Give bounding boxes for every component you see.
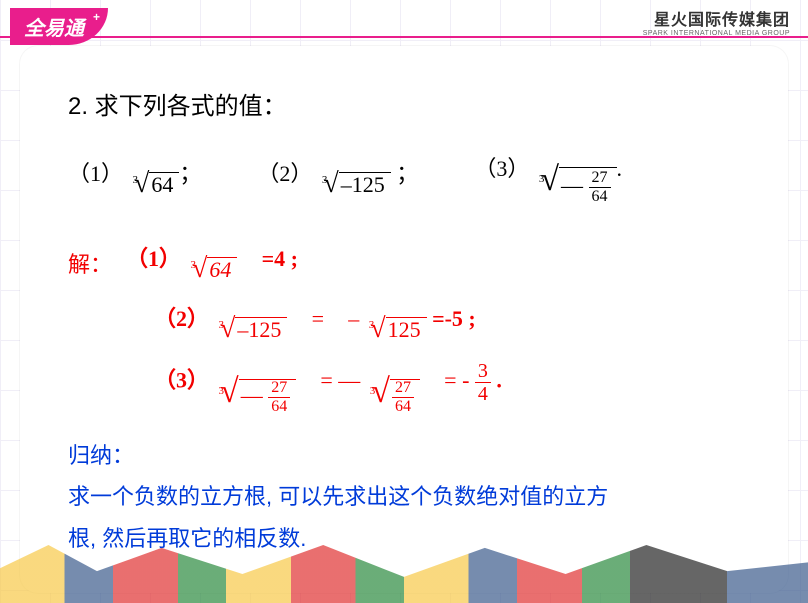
radical-sign: √ bbox=[323, 170, 338, 198]
s3-eq1: = — bbox=[320, 368, 360, 393]
problem-2: （2） 3 √ –125 ； bbox=[257, 156, 418, 200]
summary-line-1: 求一个负数的立方根, 可以先求出这个负数绝对值的立方 bbox=[68, 476, 768, 518]
solution-3-row: （3） 3 √ — 27 64 = — 3 √ 27 bbox=[154, 361, 768, 415]
s1-label: （1） bbox=[126, 246, 181, 271]
s1-radicand: 64 bbox=[207, 257, 237, 282]
corp-name-cn: 星火国际传媒集团 bbox=[643, 6, 790, 30]
p1-radicand: 64 bbox=[149, 172, 179, 197]
solution-3: （3） 3 √ — 27 64 = — 3 √ 27 bbox=[154, 361, 502, 415]
radical-sign: √ bbox=[192, 255, 207, 283]
p3-neg: — bbox=[561, 173, 583, 198]
solution-1: （1） 3 √ 64 =4 ; bbox=[126, 241, 298, 285]
s3-mid-frac-den: 64 bbox=[395, 398, 411, 415]
problem-3: （3） 3 √ — 27 64 . bbox=[474, 151, 622, 205]
s2-neg: – bbox=[348, 306, 359, 331]
s2-radicand: –125 bbox=[235, 317, 287, 342]
p2-radicand: –125 bbox=[339, 172, 391, 197]
solution-1-row: 解： （1） 3 √ 64 =4 ; bbox=[68, 241, 768, 285]
question-title: 2. 求下列各式的值： bbox=[68, 86, 768, 121]
solution-2-row: （2） 3 √ –125 = – 3 √ 125 =-5 ; bbox=[154, 301, 768, 345]
s3-frac-den: 64 bbox=[271, 398, 287, 415]
p1-label: （1） bbox=[68, 161, 123, 186]
problem-1: （1） 3 √ 64 ； bbox=[68, 156, 201, 200]
s3-eq2: = - bbox=[444, 368, 469, 393]
content: 2. 求下列各式的值： （1） 3 √ 64 ； （2） 3 √ –125 ； … bbox=[68, 86, 768, 560]
s3-radicand: — 27 64 bbox=[239, 379, 297, 415]
s2-label: （2） bbox=[154, 306, 209, 331]
summary-head: 归纳： bbox=[68, 435, 768, 477]
s3-res-num: 3 bbox=[475, 361, 491, 383]
p1-tail: ； bbox=[179, 161, 201, 186]
radical-sign: √ bbox=[370, 315, 385, 343]
radical-sign: √ bbox=[220, 375, 239, 409]
problems-row: （1） 3 √ 64 ； （2） 3 √ –125 ； （3） 3 √ — bbox=[68, 151, 768, 205]
radical-sign: √ bbox=[134, 170, 149, 198]
radical-sign: √ bbox=[540, 163, 559, 197]
p3-frac-num: 27 bbox=[589, 170, 611, 188]
s3-dot: . bbox=[496, 368, 502, 393]
s1-result: =4 ; bbox=[262, 246, 298, 271]
brand-logo: 全易通 bbox=[10, 8, 108, 45]
radical-sign: √ bbox=[371, 375, 390, 409]
s3-neg: — bbox=[241, 382, 263, 407]
s2-eq1: = bbox=[312, 306, 324, 331]
s3-mid-frac-num: 27 bbox=[392, 380, 414, 398]
solution-2: （2） 3 √ –125 = – 3 √ 125 =-5 ; bbox=[154, 301, 476, 345]
p3-label: （3） bbox=[474, 156, 529, 181]
s3-res-den: 4 bbox=[478, 383, 488, 404]
s2-mid-radicand: 125 bbox=[386, 317, 427, 342]
radical-sign: √ bbox=[220, 315, 235, 343]
s2-result: =-5 ; bbox=[432, 306, 476, 331]
s3-frac-num: 27 bbox=[268, 380, 290, 398]
corp-name-en: SPARK INTERNATIONAL MEDIA GROUP bbox=[643, 30, 790, 37]
corp-block: 星火国际传媒集团 SPARK INTERNATIONAL MEDIA GROUP bbox=[643, 6, 790, 37]
p2-tail: ； bbox=[391, 161, 419, 186]
p3-radicand: — 27 64 bbox=[559, 167, 617, 205]
solution-label: 解： bbox=[68, 247, 112, 279]
p3-frac-den: 64 bbox=[592, 188, 608, 205]
summary-block: 归纳： 求一个负数的立方根, 可以先求出这个负数绝对值的立方 根, 然后再取它的… bbox=[68, 435, 768, 560]
s3-label: （3） bbox=[154, 368, 209, 393]
s3-mid-radicand: 27 64 bbox=[390, 379, 420, 415]
p2-label: （2） bbox=[257, 161, 312, 186]
p3-tail: . bbox=[617, 156, 623, 181]
